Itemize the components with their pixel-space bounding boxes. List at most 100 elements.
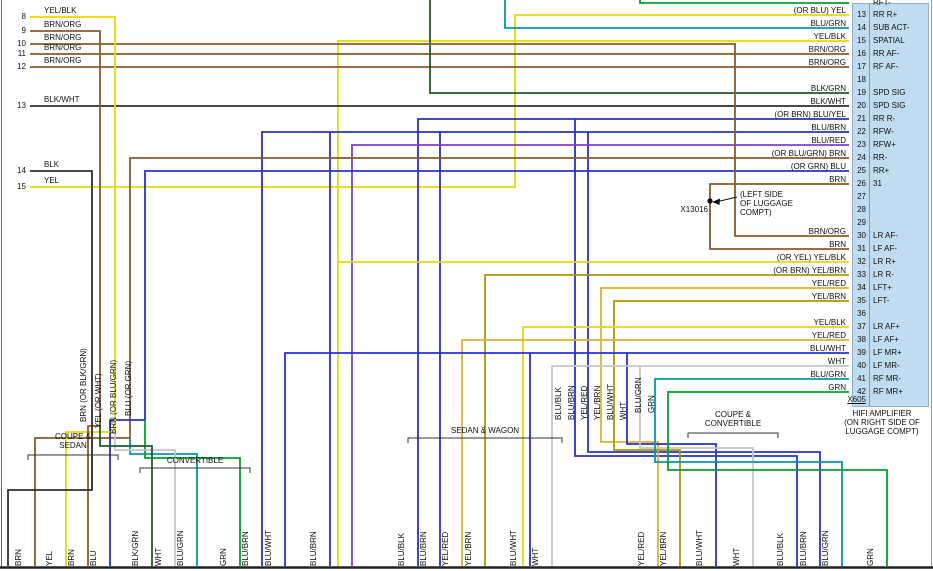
- amplifier-connector-box: [852, 3, 929, 407]
- signal-label: RFW+: [873, 140, 896, 149]
- pin-number: 14: [857, 23, 866, 32]
- riser-wire-label: YEL/RED: [580, 385, 589, 420]
- pin-number: 29: [857, 218, 866, 227]
- signal-label: LF AF-: [873, 244, 898, 253]
- pin-number: 20: [857, 101, 866, 110]
- wire-yel: [337, 40, 849, 566]
- pin-number: 33: [857, 270, 866, 279]
- amplifier-title-line: HIFI AMPLIFIER: [852, 409, 912, 418]
- pin-number: 36: [857, 309, 866, 318]
- bottom-wire-label: WHT: [154, 547, 163, 566]
- connector-id-label: X605: [847, 395, 866, 404]
- pin-number: 22: [857, 127, 866, 136]
- wire-grn: [667, 391, 888, 566]
- left-wire-color-label: BRN/ORG: [44, 20, 82, 29]
- bottom-wire-label: BLU/BRN: [799, 531, 808, 566]
- group-bracket: [139, 467, 251, 473]
- bottom-wire-label: WHT: [531, 547, 540, 566]
- riser-wire-label: YEL (OR WHT): [94, 373, 103, 428]
- wire-teal: [504, 0, 849, 29]
- pin-number: 17: [857, 62, 866, 71]
- signal-label: LR AF-: [873, 231, 898, 240]
- wire-brn: [30, 43, 849, 237]
- wire-gry: [639, 366, 754, 566]
- signal-label: LR R-: [873, 270, 894, 279]
- bottom-wire-label: YEL/RED: [637, 531, 646, 566]
- wire-brn: [709, 183, 849, 250]
- left-wire-color-label: BLK: [44, 160, 60, 169]
- left-wire-color-label: BLK/WHT: [44, 95, 80, 104]
- bottom-wire-label: WHT: [732, 547, 741, 566]
- signal-label: LR R+: [873, 257, 896, 266]
- wire-color-label: BLK/WHT: [810, 97, 846, 106]
- wire-blk: [7, 170, 93, 566]
- bottom-wire-label: GRN: [866, 548, 875, 566]
- bottom-wire-label: BLK/GRN: [131, 530, 140, 566]
- signal-label: LF MR+: [873, 348, 902, 357]
- wire-color-label: (OR YEL) YEL/BLK: [776, 253, 846, 262]
- pin-number: 19: [857, 88, 866, 97]
- left-wire-color-label: YEL/BLK: [44, 6, 77, 15]
- riser-wire-label: BLU/BRN: [567, 385, 576, 420]
- left-pin-number: 12: [17, 62, 26, 71]
- wire-color-label: (OR BLU) YEL: [793, 6, 846, 15]
- wire-color-label: BLK/GRN: [810, 84, 846, 93]
- pin-number: 25: [857, 166, 866, 175]
- pin-number: 24: [857, 153, 866, 162]
- wire-color-label: YEL/BRN: [811, 292, 846, 301]
- wire-pur: [351, 144, 849, 566]
- signal-label: LFT-: [873, 296, 890, 305]
- splice-note-line: OF LUGGAGE: [740, 199, 793, 208]
- pin-number: 37: [857, 322, 866, 331]
- signal-label: SPD SIG: [873, 88, 906, 97]
- wire-oliv: [613, 300, 849, 566]
- left-pin-number: 14: [17, 166, 26, 175]
- wire-oliv: [484, 274, 849, 566]
- group-label: SEDAN: [59, 441, 87, 450]
- signal-label: LF MR-: [873, 361, 900, 370]
- wire-color-label: (OR BRN) BLU/YEL: [774, 110, 846, 119]
- wire-color-label: YEL/RED: [811, 279, 846, 288]
- wire-color-label: BLU/RED: [811, 136, 846, 145]
- pin-number: 28: [857, 205, 866, 214]
- riser-wire-label: BLU/BLK: [554, 387, 563, 420]
- pin-number: 32: [857, 257, 866, 266]
- riser-wire-label: BLU/WHT: [606, 384, 615, 420]
- group-label: COUPE &: [54, 432, 91, 441]
- pin-number: 31: [857, 244, 866, 253]
- wire-color-label: BRN/ORG: [808, 45, 846, 54]
- wire-yel2: [600, 287, 849, 566]
- signal-label: RR AF-: [873, 49, 900, 58]
- wire-gry: [551, 365, 849, 566]
- group-label: SEDAN & WAGON: [450, 426, 520, 435]
- signal-label: RF AF-: [873, 62, 899, 71]
- pin-number: 15: [857, 36, 866, 45]
- signal-label: RF MR-: [873, 374, 901, 383]
- splice-dot: [707, 198, 713, 204]
- signal-label: 31: [873, 179, 882, 188]
- group-bracket: [687, 432, 779, 438]
- signal-label: SPATIAL: [873, 36, 905, 45]
- wire-color-label: BRN/ORG: [808, 58, 846, 67]
- splice-id-label: X13016: [680, 205, 708, 214]
- wire-blu: [417, 118, 849, 566]
- left-pin-number: 11: [17, 49, 26, 58]
- pin-number: 27: [857, 192, 866, 201]
- pin-number: 35: [857, 296, 866, 305]
- left-pin-number: 10: [17, 39, 26, 48]
- wire-color-label: WHT: [827, 357, 846, 366]
- left-pin-number: 13: [17, 101, 26, 110]
- signal-label: SUB ACT-: [873, 23, 910, 32]
- wire-yel: [30, 14, 849, 188]
- wire-teal: [654, 378, 849, 566]
- pin-number: 21: [857, 114, 866, 123]
- signal-label: LR AF+: [873, 322, 900, 331]
- pin-number: 38: [857, 335, 866, 344]
- splice-note-line: COMPT): [740, 208, 772, 217]
- bottom-wire-label: YEL/RED: [441, 531, 450, 566]
- signal-label: RFW-: [873, 127, 894, 136]
- signal-label: RF MR+: [873, 387, 903, 396]
- wire-yel: [522, 326, 849, 566]
- bottom-wire-label: YEL: [45, 550, 54, 566]
- riser-wire-label: GRN: [647, 395, 656, 413]
